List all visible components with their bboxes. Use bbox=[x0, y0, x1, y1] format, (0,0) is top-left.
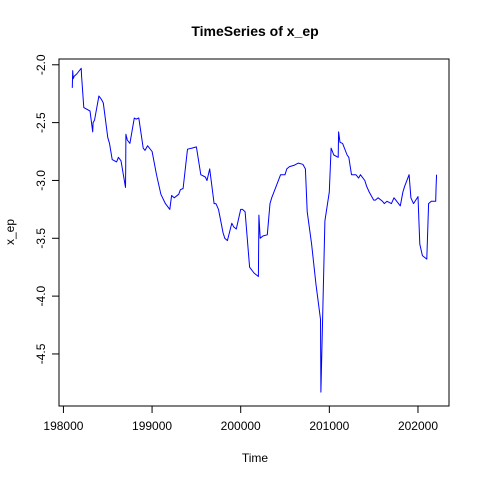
plot-frame bbox=[58, 58, 450, 407]
y-tick-label: -4.5 bbox=[34, 343, 48, 364]
y-tick-label: -2.0 bbox=[34, 54, 48, 75]
x-axis-label: Time bbox=[242, 451, 269, 465]
y-axis-label: x_ep bbox=[3, 219, 17, 245]
y-tick-label: -3.5 bbox=[34, 228, 48, 249]
x-tick-label: 200000 bbox=[221, 419, 261, 433]
y-axis: -2.0 -2.5 -3.0 -3.5 -4.0 -4.5 bbox=[34, 54, 60, 364]
x-axis: 198000 199000 200000 201000 202000 bbox=[43, 405, 438, 433]
y-tick-label: -2.5 bbox=[34, 112, 48, 133]
chart-title: TimeSeries of x_ep bbox=[191, 23, 318, 39]
series-line bbox=[71, 67, 438, 393]
series-layer bbox=[71, 67, 438, 393]
x-tick-label: 202000 bbox=[398, 419, 438, 433]
x-tick-label: 198000 bbox=[43, 419, 83, 433]
x-tick-label: 199000 bbox=[132, 419, 172, 433]
x-tick-label: 201000 bbox=[309, 419, 349, 433]
y-tick-label: -4.0 bbox=[34, 285, 48, 306]
y-tick-label: -3.0 bbox=[34, 170, 48, 191]
